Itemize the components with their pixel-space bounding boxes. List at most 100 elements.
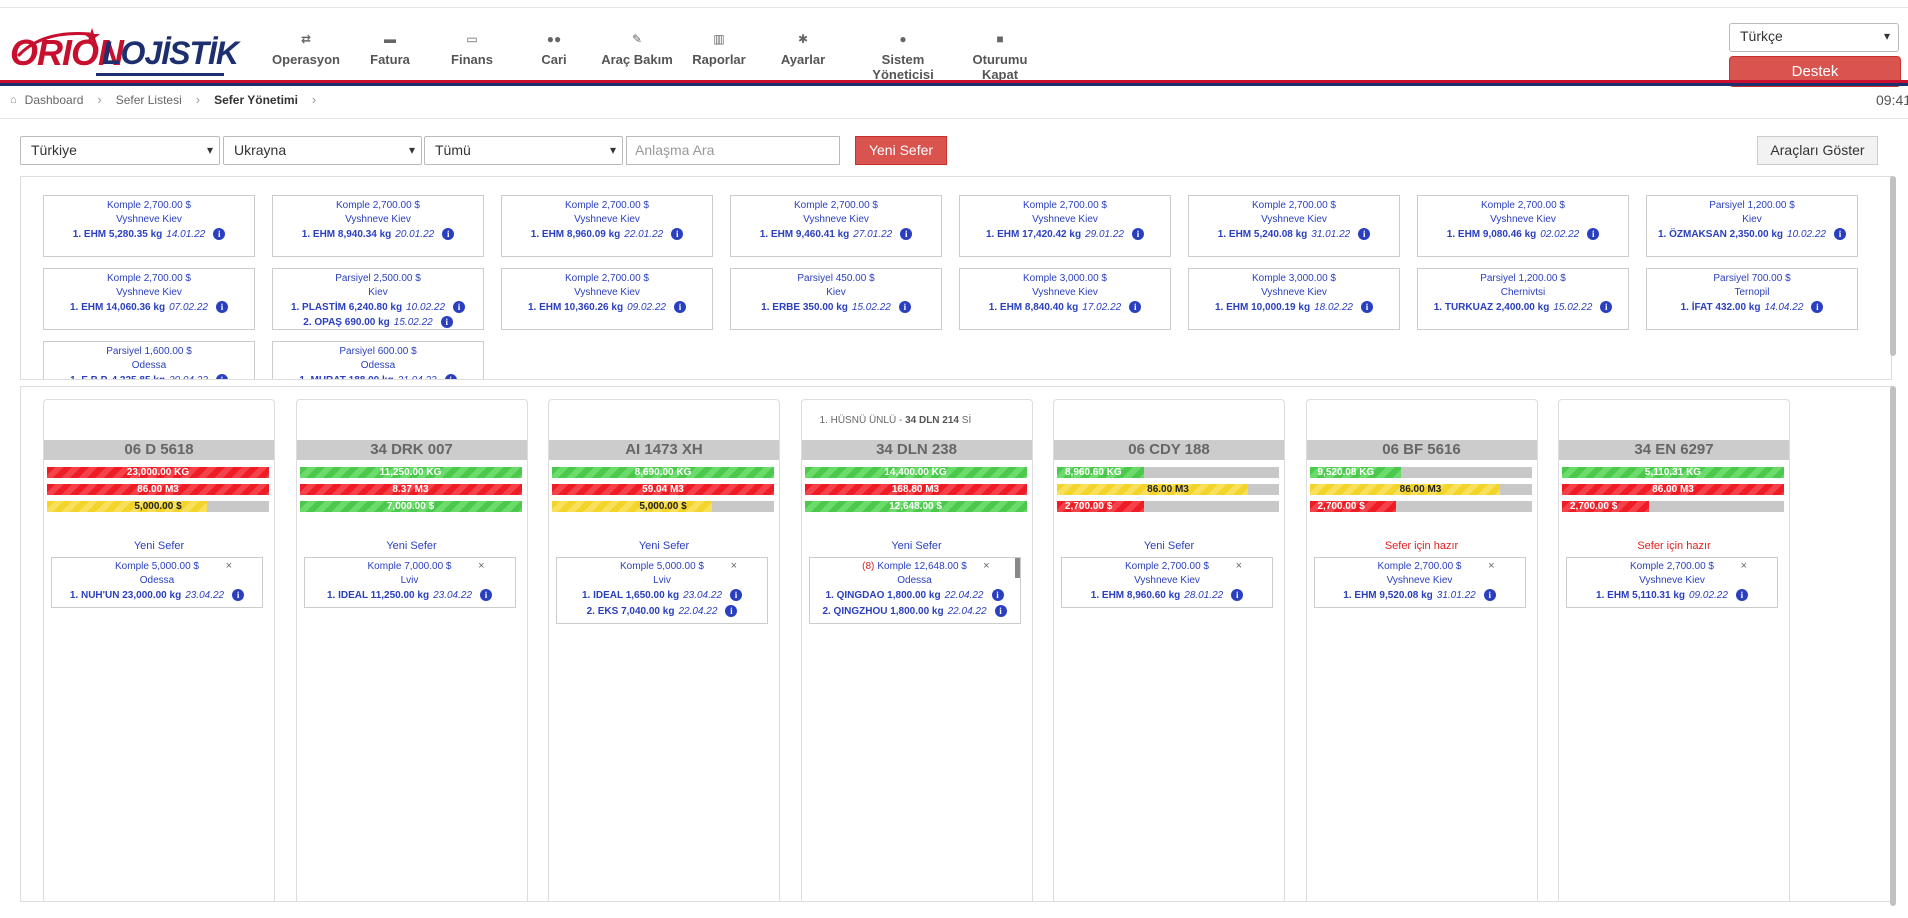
vehicle-board-scrollbar[interactable] (1890, 386, 1896, 906)
vehicle-plate[interactable]: 06 BF 5616 (1306, 440, 1537, 460)
trip-status[interactable]: Yeni Sefer (386, 540, 437, 552)
info-icon[interactable]: i (898, 301, 911, 314)
info-icon[interactable]: i (900, 228, 913, 241)
remove-load-icon[interactable]: × (1488, 560, 1495, 572)
origin-country-select[interactable]: Türkiye ▾ (20, 136, 220, 165)
menu-item-operasyon[interactable]: ⇄ Operasyon (258, 30, 354, 82)
trip-type-value: Tümü (435, 142, 471, 158)
agreement-card[interactable]: Komple 3,000.00 $ Vyshneve Kiev 1. EHM 8,8… (959, 268, 1171, 330)
info-icon[interactable]: i (444, 374, 457, 379)
agreement-card[interactable]: Parsiyel 700.00 $ Ternopil 1. İFAT 432.00 … (1646, 268, 1858, 330)
info-icon[interactable]: i (1483, 589, 1496, 602)
agreement-card[interactable]: Parsiyel 1,600.00 $ Odessa 1. E.B.P. 4,225… (43, 341, 255, 379)
vehicle-plate[interactable]: AI 1473 XH (549, 440, 779, 460)
menu-item-ayarlar[interactable]: ✱ Ayarlar (754, 30, 852, 82)
info-icon[interactable]: i (1833, 228, 1846, 241)
agreement-card[interactable]: Parsiyel 2,500.00 $ Kiev 1. PLASTİM 6,240.… (272, 268, 484, 330)
remove-load-icon[interactable]: × (1740, 560, 1747, 572)
info-icon[interactable]: i (442, 228, 455, 241)
bar-label: 11,250.00 KG (379, 467, 442, 478)
menu-item-araç-bakım[interactable]: ✎ Araç Bakım (590, 30, 684, 82)
info-icon[interactable]: i (1132, 228, 1144, 241)
remove-load-icon[interactable]: × (1235, 560, 1242, 572)
info-icon[interactable]: i (1358, 228, 1371, 241)
info-icon[interactable]: i (1811, 301, 1824, 314)
info-icon[interactable]: i (1600, 301, 1613, 314)
info-icon[interactable]: i (215, 374, 228, 379)
vehicle-plate[interactable]: 06 CDY 188 (1054, 440, 1284, 460)
info-icon[interactable]: i (671, 228, 684, 241)
show-vehicles-button[interactable]: Araçları Göster (1757, 136, 1878, 165)
assigned-load-card[interactable]: × Komple 5,000.00 $ Odessa 1. NUH'UN 23,000… (51, 557, 263, 608)
agreement-card[interactable]: Komple 2,700.00 $ Vyshneve Kiev 1. EHM 8,9… (501, 195, 713, 257)
info-icon[interactable]: i (1735, 589, 1748, 602)
vehicle-plate[interactable]: 06 D 5618 (44, 440, 274, 460)
remove-load-icon[interactable]: × (730, 560, 737, 572)
agreement-card[interactable]: Komple 2,700.00 $ Vyshneve Kiev 1. EHM 9,0… (1417, 195, 1629, 257)
assigned-load-card[interactable]: × Komple 5,000.00 $ Lviv 1. IDEAL 1,650.00 … (556, 557, 768, 624)
info-icon[interactable]: i (213, 228, 226, 241)
menu-item-finans[interactable]: ▭ Finans (426, 30, 518, 82)
info-icon[interactable]: i (440, 316, 453, 329)
trip-status[interactable]: Yeni Sefer (638, 540, 690, 552)
assigned-load-card[interactable]: × Komple 2,700.00 $ Vyshneve Kiev 1. EHM 8,… (1061, 557, 1273, 608)
info-icon[interactable]: i (216, 301, 228, 314)
agreement-card[interactable]: Parsiyel 1,200.00 $ Chernivtsi 1. TURKUAZ … (1417, 268, 1629, 330)
new-trip-button[interactable]: Yeni Sefer (855, 136, 947, 165)
agreement-card[interactable]: Komple 2,700.00 $ Vyshneve Kiev 1. EHM 5,2… (1188, 195, 1400, 257)
info-icon[interactable]: i (725, 605, 738, 618)
agreement-card[interactable]: Parsiyel 1,200.00 $ Kiev 1. ÖZMAKSAN 2,350… (1646, 195, 1858, 257)
breadcrumb-dashboard[interactable]: Dashboard (24, 92, 84, 107)
menu-item-cari[interactable]: ●● Cari (518, 30, 590, 82)
trip-status[interactable]: Sefer için hazır (1384, 540, 1459, 552)
info-icon[interactable]: i (1129, 301, 1142, 314)
agreement-card[interactable]: Parsiyel 600.00 $ Odessa 1. MURAT 188.00 k… (272, 341, 484, 379)
assigned-load-card[interactable]: × Komple 7,000.00 $ Lviv 1. IDEAL 11,250.00… (303, 557, 516, 608)
load-scrollbar[interactable] (1014, 558, 1020, 578)
vehicle-plate[interactable]: 34 EN 6297 (1559, 440, 1789, 460)
agreement-card[interactable]: Komple 2,700.00 $ Vyshneve Kiev 1. EHM 5,2… (43, 195, 255, 257)
menu-item-raporlar[interactable]: ▥ Raporlar (684, 30, 754, 82)
remove-load-icon[interactable]: × (983, 560, 990, 572)
info-icon[interactable]: i (674, 301, 686, 314)
agreement-card[interactable]: Komple 2,700.00 $ Vyshneve Kiev 1. EHM 9,4… (730, 195, 942, 257)
agreement-card[interactable]: Komple 3,000.00 $ Vyshneve Kiev 1. EHM 10,… (1188, 268, 1400, 330)
trip-status[interactable]: Sefer için hazır (1637, 540, 1711, 552)
agreement-card[interactable]: Komple 2,700.00 $ Vyshneve Kiev 1. EHM 10,… (501, 268, 713, 330)
pool-scrollbar[interactable] (1890, 176, 1896, 356)
menu-item-fatura[interactable]: ▬ Fatura (354, 30, 426, 82)
language-select[interactable]: Türkçe ▾ (1729, 23, 1899, 52)
brand-logo[interactable]: ORION LOJİSTİK (10, 16, 239, 76)
destination-country-select[interactable]: Ukrayna ▾ (223, 136, 422, 165)
vehicle-plate[interactable]: 34 DLN 238 (801, 440, 1032, 460)
agreement-card[interactable]: Komple 2,700.00 $ Vyshneve Kiev 1. EHM 8,9… (272, 195, 484, 257)
assigned-load-card[interactable]: × Komple 2,700.00 $ Vyshneve Kiev 1. EHM 9,… (1313, 557, 1526, 608)
vehicle-plate[interactable]: 34 DRK 007 (296, 440, 527, 460)
info-icon[interactable]: i (480, 589, 493, 602)
menu-item-oturumu-kapat[interactable]: ■ Oturumu Kapat (954, 30, 1046, 82)
agreement-search-input[interactable]: Anlaşma Ara (626, 136, 840, 165)
agreement-card[interactable]: Komple 2,700.00 $ Vyshneve Kiev 1. EHM 17,… (959, 195, 1171, 257)
agreement-line-date: 31.01.22 (1311, 229, 1351, 240)
trip-status[interactable]: Yeni Sefer (1143, 540, 1195, 552)
info-icon[interactable]: i (1361, 301, 1373, 314)
remove-load-icon[interactable]: × (225, 560, 232, 572)
trip-type-select[interactable]: Tümü ▾ (424, 136, 623, 165)
assigned-load-card[interactable]: × Komple 2,700.00 $ Vyshneve Kiev 1. EHM 5,… (1566, 557, 1778, 608)
info-icon[interactable]: i (1587, 228, 1600, 241)
menu-item-sistem-yöneticisi[interactable]: ● Sistem Yöneticisi (852, 30, 954, 82)
agreement-card[interactable]: Komple 2,700.00 $ Vyshneve Kiev 1. EHM 14,… (43, 268, 255, 330)
remove-load-icon[interactable]: × (478, 560, 485, 572)
trip-status[interactable]: Yeni Sefer (891, 540, 942, 552)
driver-suffix[interactable]: Sİ (959, 415, 972, 426)
breadcrumb-trip-list[interactable]: Sefer Listesi (115, 92, 182, 107)
info-icon[interactable]: i (730, 589, 743, 602)
info-icon[interactable]: i (1231, 589, 1244, 602)
info-icon[interactable]: i (232, 589, 245, 602)
trip-status[interactable]: Yeni Sefer (133, 540, 185, 552)
assigned-load-card[interactable]: × (8) Komple 12,648.00 $ Odessa 1. QINGDAO 1… (808, 557, 1021, 624)
info-icon[interactable]: i (991, 589, 1004, 602)
info-icon[interactable]: i (453, 301, 466, 314)
info-icon[interactable]: i (994, 605, 1007, 618)
agreement-card[interactable]: Parsiyel 450.00 $ Kiev 1. ERBE 350.00 kg 15… (730, 268, 942, 330)
